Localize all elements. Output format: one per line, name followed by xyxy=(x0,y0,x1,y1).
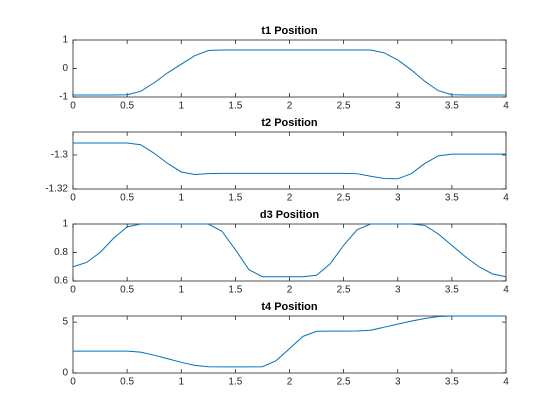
x-tick-label: 2 xyxy=(287,285,293,296)
data-line xyxy=(73,142,506,180)
subplot-title: t4 Position xyxy=(261,301,318,313)
y-tick-label: 0.8 xyxy=(54,247,68,258)
data-line xyxy=(72,223,507,278)
axes-box xyxy=(72,223,507,282)
axes-box xyxy=(72,39,507,98)
y-tick-label: 1 xyxy=(62,219,68,230)
x-tick-label: 0.5 xyxy=(120,285,134,296)
subplot-title: t2 Position xyxy=(261,117,318,129)
y-tick-label: -1.3 xyxy=(51,150,69,161)
x-tick-label: 1 xyxy=(178,193,184,204)
x-tick-label: 2.5 xyxy=(337,285,351,296)
data-line xyxy=(73,315,506,368)
axes-box xyxy=(72,315,507,374)
y-tick-label: 5 xyxy=(62,317,68,328)
y-tick-label: -1.32 xyxy=(45,184,68,195)
x-tick-label: 2.5 xyxy=(337,101,351,112)
x-tick-label: 3 xyxy=(395,101,401,112)
x-tick-label: 3.5 xyxy=(445,101,459,112)
x-tick-label: 2.5 xyxy=(337,377,351,388)
x-tick-label: 2.5 xyxy=(337,193,351,204)
subplot-title: t1 Position xyxy=(261,25,318,37)
subplot: d3 Position 0 0.5 1 1.5 2 2.5 3 3.5 4 0.6 0.8 1 xyxy=(54,209,509,296)
y-tick-label: 0.6 xyxy=(54,276,68,287)
subplot: t2 Position 0 0.5 1 1.5 2 2.5 3 3.5 4 -1.32 -1.3 xyxy=(45,117,509,204)
x-tick-label: 1 xyxy=(178,377,184,388)
x-tick-label: 1 xyxy=(178,101,184,112)
x-tick-label: 3 xyxy=(395,285,401,296)
subplot-title: d3 Position xyxy=(260,209,320,221)
y-tick-label: 1 xyxy=(62,35,68,46)
x-tick-label: 2 xyxy=(287,193,293,204)
x-tick-label: 0.5 xyxy=(120,101,134,112)
data-line xyxy=(73,49,506,96)
x-tick-label: 4 xyxy=(503,377,509,388)
x-tick-label: 1.5 xyxy=(228,101,242,112)
x-tick-label: 3.5 xyxy=(445,193,459,204)
y-tick-label: -1 xyxy=(59,92,68,103)
x-tick-label: 2 xyxy=(287,101,293,112)
axes-box xyxy=(72,131,507,190)
x-tick-label: 0 xyxy=(70,193,76,204)
x-tick-label: 1.5 xyxy=(228,285,242,296)
x-tick-label: 3.5 xyxy=(445,377,459,388)
x-tick-label: 0 xyxy=(70,377,76,388)
x-tick-label: 0.5 xyxy=(120,377,134,388)
y-tick-label: 0 xyxy=(62,368,68,379)
x-tick-label: 3.5 xyxy=(445,285,459,296)
x-tick-label: 0 xyxy=(70,101,76,112)
subplot: t4 Position 0 0.5 1 1.5 2 2.5 3 3.5 4 0 5 xyxy=(62,301,509,388)
x-tick-label: 2 xyxy=(287,377,293,388)
x-tick-label: 4 xyxy=(503,193,509,204)
y-tick-label: 0 xyxy=(62,63,68,74)
x-tick-label: 1.5 xyxy=(228,377,242,388)
x-tick-label: 4 xyxy=(503,285,509,296)
x-tick-label: 0 xyxy=(70,285,76,296)
x-tick-label: 1.5 xyxy=(228,193,242,204)
x-tick-label: 3 xyxy=(395,193,401,204)
x-tick-label: 4 xyxy=(503,101,509,112)
x-tick-label: 1 xyxy=(178,285,184,296)
x-tick-label: 3 xyxy=(395,377,401,388)
x-tick-label: 0.5 xyxy=(120,193,134,204)
